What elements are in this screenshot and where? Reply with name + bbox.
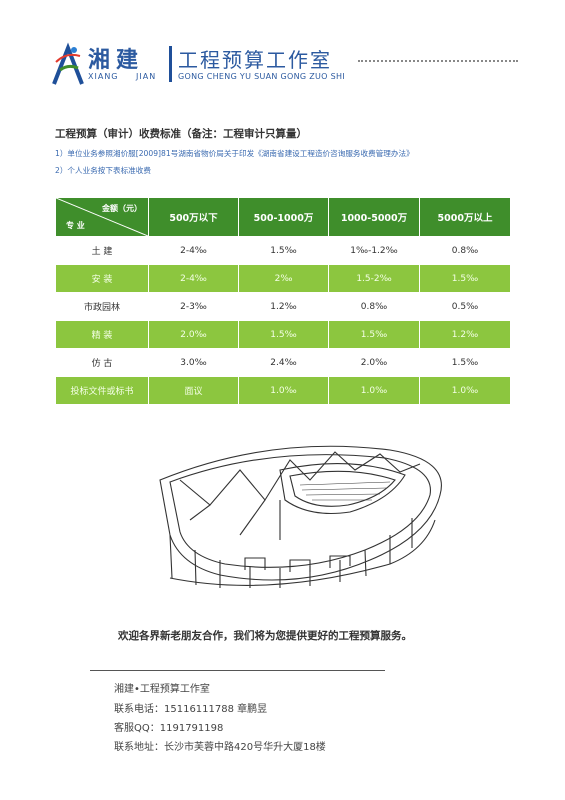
table-cell: 1.0‰: [419, 376, 511, 405]
header-divider: [169, 46, 172, 82]
table-header-row: 金额（元） 专 业 500万以下 500-1000万 1000-5000万 50…: [55, 197, 511, 237]
table-cell: 0.8‰: [419, 236, 511, 265]
table-row: 市政园林 2-3‰ 1.2‰ 0.8‰ 0.5‰: [55, 292, 511, 321]
fee-table: 金额（元） 专 业 500万以下 500-1000万 1000-5000万 50…: [55, 197, 511, 405]
row-label: 土 建: [55, 236, 149, 265]
column-header: 500万以下: [148, 197, 239, 237]
table-cell: 3.0‰: [148, 348, 239, 377]
table-row: 投标文件或标书 面议 1.0‰ 1.0‰ 1.0‰: [55, 376, 511, 405]
contact-phone: 联系电话：15116111788 章鹏昱: [114, 704, 268, 715]
table-cell: 1.5‰: [238, 236, 329, 265]
table-cell: 0.8‰: [328, 292, 420, 321]
table-row: 仿 古 3.0‰ 2.4‰ 2.0‰ 1.5‰: [55, 348, 511, 377]
table-cell: 面议: [148, 376, 239, 405]
table-cell: 2.4‰: [238, 348, 329, 377]
note-unit-business: 1）单位业务参照湘价服[2009]81号湖南省物价局关于印发《湖南省建设工程造价…: [55, 149, 414, 158]
table-cell: 1.5-2‰: [328, 264, 420, 293]
table-row: 安 装 2-4‰ 2‰ 1.5-2‰ 1.5‰: [55, 264, 511, 293]
column-header: 1000-5000万: [328, 197, 420, 237]
table-cell: 1.5‰: [238, 320, 329, 349]
row-label: 投标文件或标书: [55, 376, 149, 405]
header-dotted-line: [358, 60, 518, 62]
row-label: 精 装: [55, 320, 149, 349]
table-corner-cell: 金额（元） 专 业: [55, 197, 149, 237]
table-cell: 2.0‰: [328, 348, 420, 377]
xiangjian-logo-icon: [52, 42, 84, 85]
table-cell: 1‰-1.2‰: [328, 236, 420, 265]
header: 湘建 XIANG JIAN 工程预算工作室 GONG CHENG YU SUAN…: [50, 40, 520, 90]
diagonal-divider: [56, 198, 148, 236]
note-personal-business: 2）个人业务按下表标准收费: [55, 166, 151, 175]
contact-company: 湘建•工程预算工作室: [114, 684, 210, 695]
table-cell: 0.5‰: [419, 292, 511, 321]
row-label: 安 装: [55, 264, 149, 293]
brand-name-en: XIANG JIAN: [88, 72, 157, 81]
studio-name-cn: 工程预算工作室: [178, 48, 332, 72]
row-label: 仿 古: [55, 348, 149, 377]
contact-address: 联系地址：长沙市芙蓉中路420号华升大厦18楼: [114, 742, 326, 753]
column-header: 5000万以上: [419, 197, 511, 237]
contact-qq: 客服QQ：1191791198: [114, 723, 224, 734]
stadium-sketch-illustration: [159, 445, 442, 588]
studio-name-en: GONG CHENG YU SUAN GONG ZUO SHI: [178, 72, 345, 81]
table-cell: 1.5‰: [419, 348, 511, 377]
table-cell: 1.5‰: [328, 320, 420, 349]
table-cell: 2-3‰: [148, 292, 239, 321]
table-cell: 1.2‰: [238, 292, 329, 321]
table-cell: 2-4‰: [148, 264, 239, 293]
column-header: 500-1000万: [238, 197, 329, 237]
fee-standard-title: 工程预算（审计）收费标准（备注：工程审计只算量）: [55, 128, 307, 140]
welcome-message: 欢迎各界新老朋友合作，我们将为您提供更好的工程预算服务。: [118, 630, 412, 642]
contact-divider: [90, 670, 385, 671]
table-cell: 1.0‰: [328, 376, 420, 405]
table-cell: 1.5‰: [419, 264, 511, 293]
table-cell: 2-4‰: [148, 236, 239, 265]
corner-specialty-label: 专 业: [66, 221, 85, 230]
table-cell: 1.2‰: [419, 320, 511, 349]
row-label: 市政园林: [55, 292, 149, 321]
table-cell: 1.0‰: [238, 376, 329, 405]
brand-name-cn: 湘建: [88, 48, 145, 73]
corner-amount-label: 金额（元）: [102, 204, 142, 213]
table-cell: 2‰: [238, 264, 329, 293]
table-row: 土 建 2-4‰ 1.5‰ 1‰-1.2‰ 0.8‰: [55, 236, 511, 265]
table-row: 精 装 2.0‰ 1.5‰ 1.5‰ 1.2‰: [55, 320, 511, 349]
table-cell: 2.0‰: [148, 320, 239, 349]
